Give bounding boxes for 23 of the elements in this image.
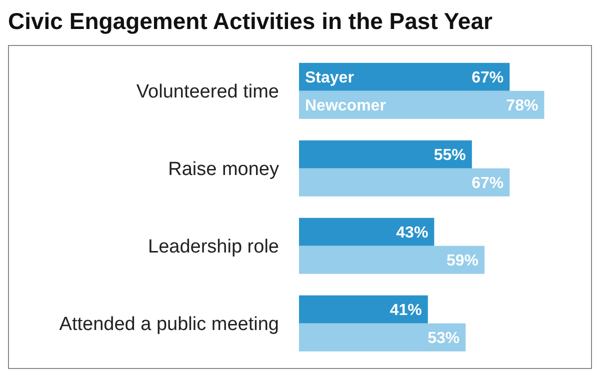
data-label: 43% [396, 224, 428, 242]
data-label: 53% [428, 330, 460, 347]
series-label: Newcomer [305, 97, 386, 114]
bar [299, 62, 510, 91]
data-label: 41% [390, 302, 422, 319]
bar [299, 246, 484, 274]
series-label: Stayer [305, 69, 354, 86]
bar [299, 295, 428, 324]
chart-title: Civic Engagement Activities in the Past Year [8, 8, 494, 35]
data-label: 67% [472, 69, 504, 86]
y-tick-label: Attended a public meeting [59, 314, 279, 335]
data-label: 59% [446, 252, 478, 270]
data-label: 67% [472, 174, 504, 192]
bar [299, 218, 434, 246]
y-tick-label: Leadership role [148, 236, 279, 258]
y-tick-label: Raise money [168, 158, 280, 180]
bar [299, 323, 466, 352]
y-tick-label: Volunteered time [136, 81, 279, 102]
bar [299, 140, 472, 168]
data-label: 55% [434, 146, 466, 164]
data-label: 78% [506, 97, 538, 114]
bar [299, 90, 544, 119]
bar [299, 168, 510, 196]
